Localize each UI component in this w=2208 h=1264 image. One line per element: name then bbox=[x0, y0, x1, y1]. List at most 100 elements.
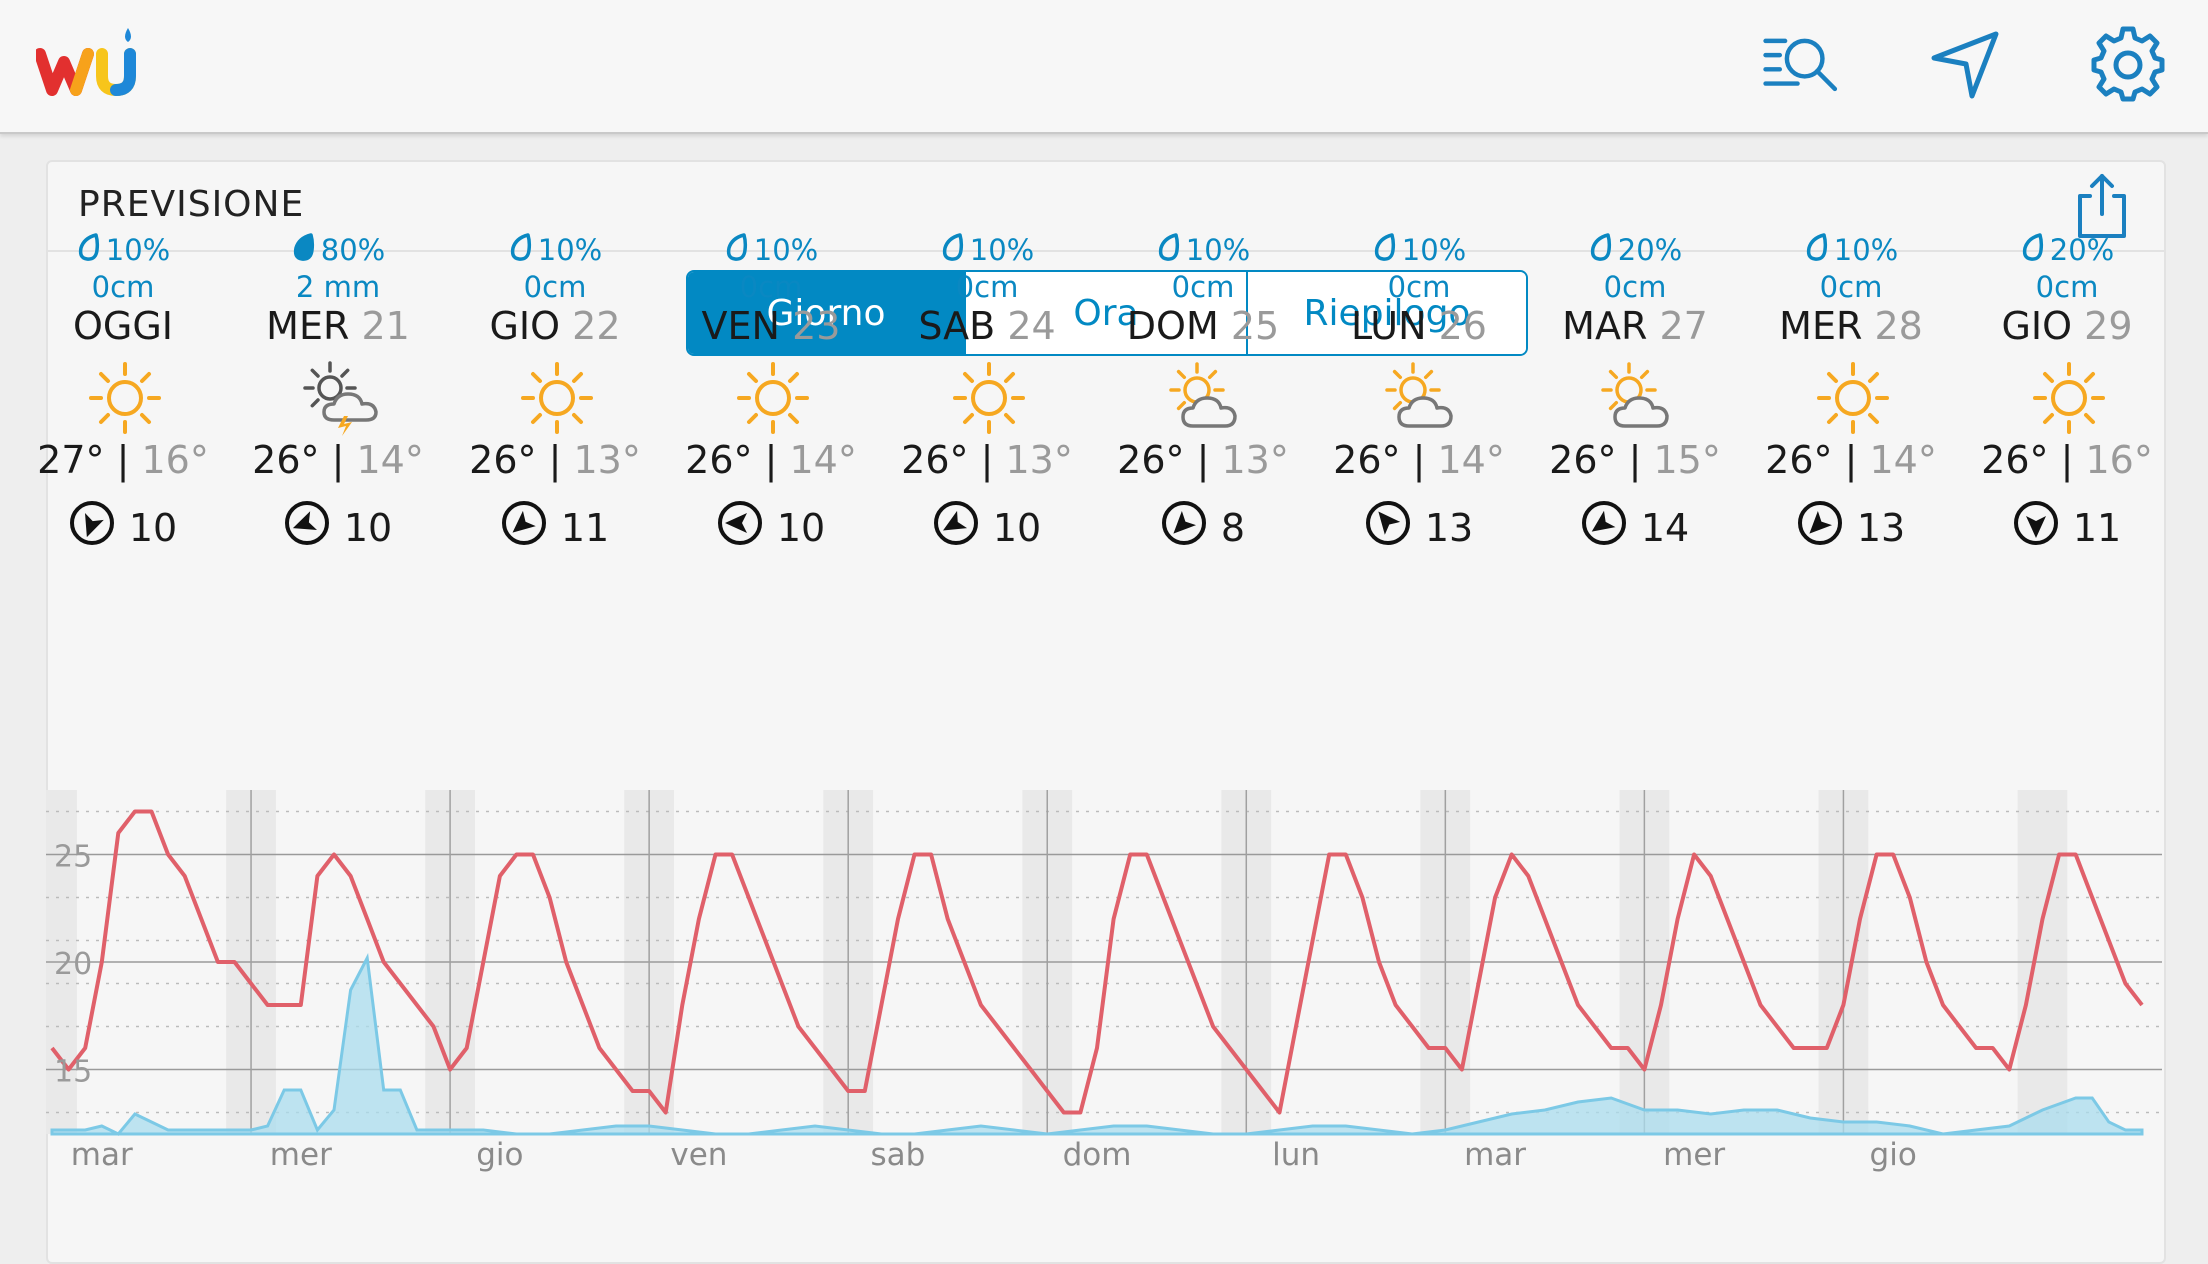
temp-low: 16° bbox=[141, 438, 209, 482]
raindrop-icon bbox=[1804, 232, 1830, 269]
wind-speed: 11 bbox=[1967, 500, 2167, 555]
day-column[interactable]: 20% 0cm GIO 29 26° | 16° 11 bbox=[1967, 230, 2167, 570]
precip-percent: 10% bbox=[1185, 233, 1251, 267]
day-label: GIO 29 bbox=[1967, 304, 2167, 348]
card-header: PREVISIONE bbox=[48, 162, 2164, 252]
temp-low: 16° bbox=[2085, 438, 2153, 482]
raindrop-icon bbox=[508, 232, 534, 269]
tab-ora[interactable]: Ora bbox=[964, 272, 1246, 354]
temp-low: 13° bbox=[573, 438, 641, 482]
wind-speed: 10 bbox=[23, 500, 223, 555]
x-tick-label: gio bbox=[1870, 1137, 1917, 1173]
wind-value: 10 bbox=[343, 505, 393, 550]
day-column[interactable]: 10% 0cm GIO 22 26° | 13° 11 bbox=[455, 230, 655, 570]
precip-chance: 10% bbox=[1319, 230, 1519, 270]
wind-value: 13 bbox=[1424, 505, 1474, 550]
temperature-range: 26° | 13° bbox=[1117, 438, 1289, 482]
tab-riepilogo[interactable]: Riepilogo bbox=[1246, 272, 1526, 354]
y-tick-label: 25 bbox=[54, 840, 92, 875]
day-label: DOM 25 bbox=[1103, 304, 1303, 348]
temperature-range: 26° | 14° bbox=[1765, 438, 1937, 482]
precip-chance: 10% bbox=[1103, 230, 1303, 270]
raindrop-icon bbox=[1156, 232, 1182, 269]
precip-percent: 10% bbox=[753, 233, 819, 267]
precip-amount: 2 mm bbox=[295, 270, 381, 304]
day-column[interactable]: 10% 0cm SAB 24 26° | 13° 10 bbox=[887, 230, 1087, 570]
location-arrow-icon[interactable] bbox=[1926, 26, 2006, 102]
precip-amount: 0cm bbox=[1387, 270, 1451, 304]
wind-value: 8 bbox=[1220, 505, 1246, 550]
precip-amount: 0cm bbox=[955, 270, 1019, 304]
x-tick-label: sab bbox=[871, 1137, 926, 1173]
temperature-line bbox=[50, 809, 2144, 1115]
precip-percent: 80% bbox=[320, 233, 386, 267]
temperature-range: 27° | 16° bbox=[37, 438, 209, 482]
wind-value: 14 bbox=[1640, 505, 1690, 550]
temp-low: 14° bbox=[789, 438, 857, 482]
temp-high: 26° bbox=[1981, 438, 2049, 482]
day-name: GIO bbox=[489, 304, 561, 348]
day-name: GIO bbox=[2001, 304, 2073, 348]
precip-chance: 20% bbox=[1535, 230, 1735, 270]
wind-speed: 13 bbox=[1751, 500, 1951, 555]
gear-icon[interactable] bbox=[2088, 26, 2168, 102]
wind-direction-icon bbox=[501, 500, 547, 555]
day-name: OGGI bbox=[72, 304, 173, 348]
day-label: VEN 23 bbox=[671, 304, 871, 348]
day-date: 21 bbox=[361, 304, 410, 348]
day-column[interactable]: 10% 0cm VEN 23 26° | 14° 10 bbox=[671, 230, 871, 570]
temperature-range: 26° | 14° bbox=[1333, 438, 1505, 482]
day-column[interactable]: 10% 0cm MER 28 26° | 14° 13 bbox=[1751, 230, 1951, 570]
wind-direction-icon bbox=[284, 500, 330, 555]
day-label: SAB 24 bbox=[887, 304, 1087, 348]
temperature-range: 26° | 14° bbox=[252, 438, 424, 482]
precip-area bbox=[50, 953, 2144, 1136]
x-tick-label: gio bbox=[476, 1137, 523, 1173]
top-bar bbox=[0, 0, 2208, 134]
day-column[interactable]: 20% 0cm MAR 27 26° | 15° 14 bbox=[1535, 230, 1735, 570]
day-label: OGGI bbox=[23, 304, 223, 348]
y-tick-label: 20 bbox=[54, 947, 92, 982]
raindrop-icon bbox=[1588, 232, 1614, 269]
day-name: LUN bbox=[1351, 304, 1427, 348]
temperature-range: 26° | 16° bbox=[1981, 438, 2153, 482]
temp-high: 27° bbox=[37, 438, 105, 482]
day-column[interactable]: 10% 0cm LUN 26 26° | 14° 13 bbox=[1319, 230, 1519, 570]
precip-percent: 10% bbox=[537, 233, 603, 267]
day-label: MER 28 bbox=[1751, 304, 1951, 348]
day-column[interactable]: 10% 0cm OGGI 27° | 16° 10 bbox=[23, 230, 223, 570]
raindrop-icon bbox=[724, 232, 750, 269]
day-name: SAB bbox=[918, 304, 996, 348]
tab-giorno[interactable]: Giorno bbox=[688, 272, 964, 354]
raindrop-icon bbox=[291, 232, 317, 269]
share-icon[interactable] bbox=[2072, 170, 2132, 240]
precip-chance: 10% bbox=[455, 230, 655, 270]
precip-percent: 10% bbox=[969, 233, 1035, 267]
raindrop-icon bbox=[2020, 232, 2046, 269]
raindrop-icon bbox=[940, 232, 966, 269]
temp-low: 13° bbox=[1005, 438, 1073, 482]
temperature-range: 26° | 13° bbox=[901, 438, 1073, 482]
wind-direction-icon bbox=[1797, 500, 1843, 555]
temperature-range: 26° | 15° bbox=[1549, 438, 1721, 482]
temp-high: 26° bbox=[1549, 438, 1617, 482]
x-tick-label: dom bbox=[1063, 1137, 1132, 1173]
wind-value: 13 bbox=[1856, 505, 1906, 550]
temperature-range: 26° | 13° bbox=[469, 438, 641, 482]
raindrop-icon bbox=[1372, 232, 1398, 269]
wind-value: 11 bbox=[2072, 505, 2122, 550]
day-date: 24 bbox=[1007, 304, 1056, 348]
temp-high: 26° bbox=[685, 438, 753, 482]
day-column[interactable]: 80% 2 mm MER 21 26° | 14° 10 bbox=[238, 230, 438, 570]
day-date: 23 bbox=[792, 304, 841, 348]
temperature-range: 26° | 14° bbox=[685, 438, 857, 482]
day-column[interactable]: 10% 0cm DOM 25 26° | 13° 8 bbox=[1103, 230, 1303, 570]
temp-low: 14° bbox=[1869, 438, 1937, 482]
search-list-icon[interactable] bbox=[1762, 26, 1842, 102]
wind-direction-icon bbox=[69, 500, 115, 555]
wunderground-logo[interactable] bbox=[36, 26, 146, 98]
day-name: DOM bbox=[1126, 304, 1219, 348]
wind-speed: 13 bbox=[1319, 500, 1519, 555]
wind-speed: 10 bbox=[238, 500, 438, 555]
day-name: VEN bbox=[701, 304, 780, 348]
